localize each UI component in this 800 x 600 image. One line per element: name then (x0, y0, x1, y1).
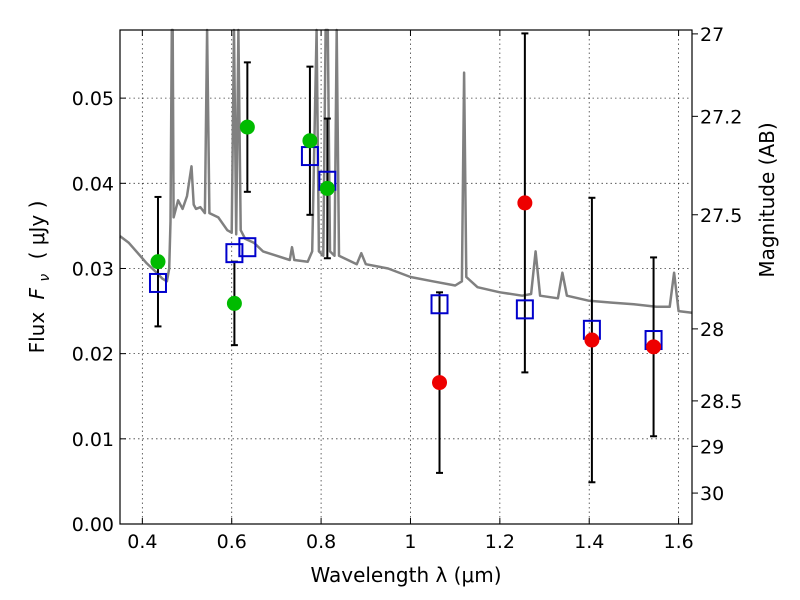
x-tick-label: 0.8 (306, 531, 336, 553)
y-tick-label: 0.01 (72, 429, 114, 451)
y2-tick-label: 29 (700, 436, 724, 458)
observed-point-optical (150, 254, 166, 270)
grid (120, 30, 692, 524)
observed-point-optical (302, 133, 318, 149)
y-tick-label: 0.05 (72, 88, 114, 110)
model-point (225, 243, 244, 264)
model-point (148, 272, 167, 293)
x-tick-label: 1.2 (485, 531, 515, 553)
y-axis-label-variable: F (25, 287, 49, 299)
x-tick-label: 0.6 (217, 531, 247, 553)
x-axis-label: Wavelength λ (μm) (310, 563, 501, 587)
y2-tick-label: 28 (700, 319, 724, 341)
observed-point-optical (226, 295, 242, 311)
y2-tick-label: 27.2 (700, 106, 742, 128)
y2-tick-label: 27 (700, 24, 724, 46)
y-tick-label: 0.02 (72, 344, 114, 366)
y-tick-label: 0.00 (72, 514, 114, 536)
observed-points-group (150, 119, 662, 391)
x-tick-label: 1.4 (574, 531, 604, 553)
observed-point-nir (646, 339, 662, 355)
y-tick-label: 0.04 (72, 173, 114, 195)
y2-tick-label: 28.5 (700, 391, 742, 413)
y2-axis-label: Magnitude (AB) (755, 122, 779, 277)
axis-ticks: 0.4 0.6 0.8 1 1.2 1.4 1.6 0.00 0.01 0.02 0.03 0.04 0… (72, 24, 743, 553)
observed-point-nir (584, 332, 600, 348)
observed-point-optical (239, 119, 255, 135)
x-tick-label: 1 (404, 531, 416, 553)
observed-point-nir (517, 195, 533, 211)
model-point (430, 294, 449, 315)
plot-background (120, 30, 692, 524)
model-spectrum-group (119, 28, 693, 315)
y-axis-label-prefix: Flux (25, 305, 49, 353)
observed-point-nir (432, 375, 448, 391)
model-point (515, 299, 534, 320)
y-axis-label-unit: ( μJy ) (25, 201, 49, 260)
y-axis-label: Flux F ν ( μJy ) (25, 201, 54, 354)
x-tick-label: 1.6 (663, 531, 693, 553)
x-tick-label: 0.4 (127, 531, 157, 553)
observed-point-optical (319, 180, 335, 196)
y2-tick-label: 30 (700, 483, 724, 505)
plot-frame (119, 29, 693, 525)
model-point (238, 237, 257, 258)
y-axis-label-subscript: ν (37, 274, 53, 282)
y-tick-label: 0.03 (72, 258, 114, 280)
y2-tick-label: 27.5 (700, 205, 742, 227)
model-spectrum-line (119, 28, 693, 315)
